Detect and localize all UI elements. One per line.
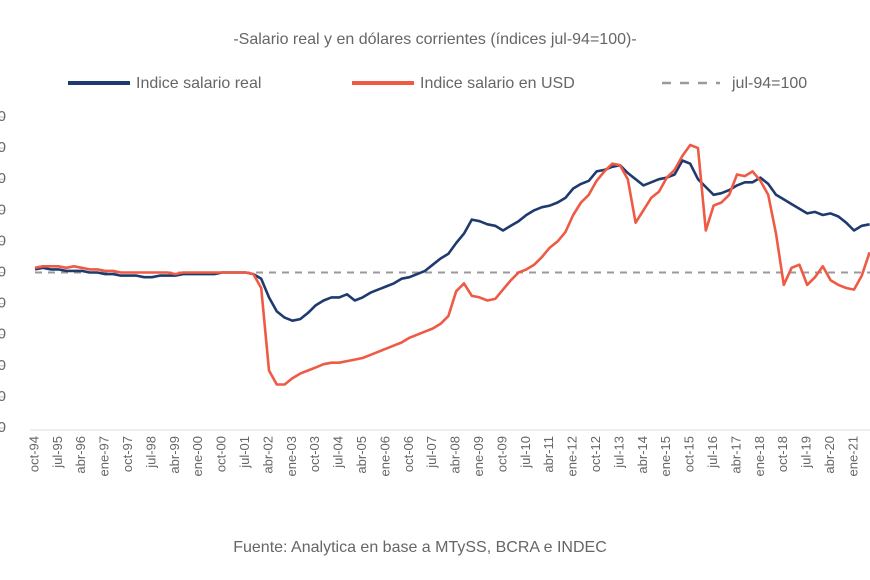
x-tick-label: ene-15 (658, 436, 673, 476)
x-tick-label: oct-03 (307, 436, 322, 472)
x-tick-label: oct-12 (588, 436, 603, 472)
x-tick-label: jul-01 (237, 436, 252, 469)
x-tick-label: oct-18 (775, 436, 790, 472)
x-tick-label: ene-18 (752, 436, 767, 476)
x-tick-label: ene-06 (377, 436, 392, 476)
legend-label: jul-94=100 (731, 75, 807, 92)
x-tick-label: ene-09 (471, 436, 486, 476)
legend-label: Indice salario real (136, 75, 261, 92)
chart-title: -Salario real y en dólares corrientes (í… (233, 31, 636, 48)
x-tick-label: abr-02 (260, 436, 275, 474)
x-tick-label: ene-97 (97, 436, 112, 476)
y-tick-label: 80 (0, 295, 6, 312)
x-tick-label: abr-11 (541, 436, 556, 473)
x-tick-label: abr-14 (635, 436, 650, 474)
x-tick-label: jul-13 (611, 436, 626, 469)
x-tick-label: ene-03 (284, 436, 299, 476)
x-tick-label: oct-15 (682, 436, 697, 472)
x-tick-label: oct-09 (494, 436, 509, 472)
x-tick-label: oct-00 (214, 436, 229, 472)
x-tick-label: oct-97 (120, 436, 135, 472)
y-tick-label: 160 (0, 170, 6, 187)
x-tick-label: abr-96 (73, 436, 88, 474)
y-tick-label: 100 (0, 263, 6, 280)
y-tick-label: 120 (0, 232, 6, 249)
x-tick-label: ene-12 (565, 436, 580, 476)
x-tick-label: jul-07 (424, 436, 439, 469)
x-tick-label: abr-17 (728, 436, 743, 474)
y-tick-label: 60 (0, 326, 6, 343)
y-tick-label: 200 (0, 108, 6, 125)
legend-label: Indice salario en USD (420, 75, 575, 92)
y-tick-label: 40 (0, 357, 6, 374)
x-tick-label: ene-00 (190, 436, 205, 476)
x-tick-label: ene-21 (845, 436, 860, 476)
x-tick-label: abr-99 (167, 436, 182, 474)
series-line (34, 159, 870, 322)
x-tick-label: abr-05 (354, 436, 369, 474)
y-tick-label: 0 (0, 419, 6, 436)
source-note: Fuente: Analytica en base a MTySS, BCRA … (233, 539, 607, 556)
x-tick-label: abr-20 (822, 436, 837, 474)
y-tick-label: 140 (0, 201, 6, 218)
x-tick-label: jul-98 (143, 436, 158, 469)
x-tick-label: jul-04 (331, 436, 346, 469)
x-tick-label: oct-06 (401, 436, 416, 472)
y-tick-label: 20 (0, 388, 6, 405)
y-tick-label: 180 (0, 139, 6, 156)
x-tick-label: oct-94 (26, 436, 41, 472)
series-line (34, 143, 870, 386)
x-tick-label: abr-08 (448, 436, 463, 474)
x-tick-label: jul-16 (705, 436, 720, 469)
x-tick-label: jul-19 (799, 436, 814, 469)
x-tick-label: jul-10 (518, 436, 533, 469)
x-tick-label: jul-95 (50, 436, 65, 469)
